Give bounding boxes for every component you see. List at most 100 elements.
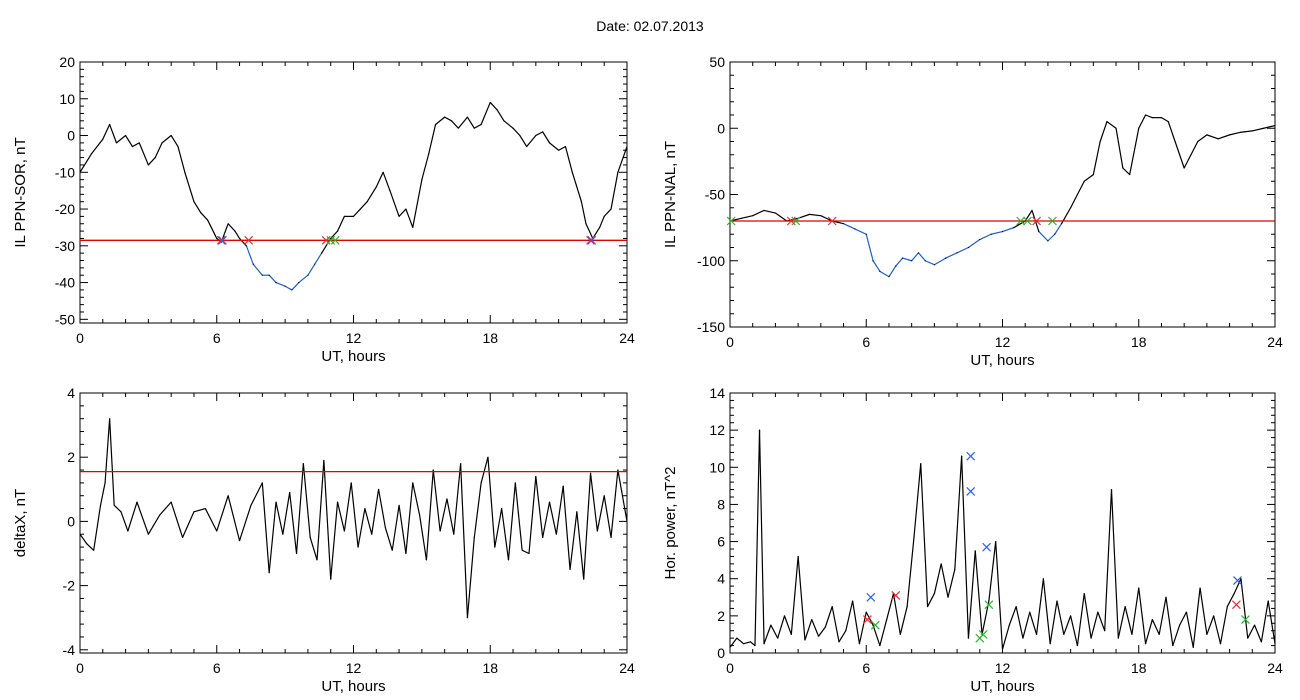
event-marker-red: [827, 216, 837, 226]
y-tick-label: 4: [67, 385, 75, 401]
series-segment: [154, 142, 163, 158]
marker-stroke: [978, 630, 988, 639]
data-point: [1217, 138, 1219, 140]
data-point: [603, 495, 605, 497]
series-segment: [555, 486, 564, 535]
series-segment: [775, 212, 788, 222]
y-tick-label: -30: [55, 238, 75, 254]
x-tick-label: 18: [1131, 334, 1147, 350]
series-segment: [1190, 141, 1199, 156]
series-segment: [1070, 194, 1078, 209]
marker-stroke: [866, 592, 876, 602]
marker-stroke: [982, 542, 992, 552]
series-segment: [783, 615, 792, 635]
data-point: [1274, 643, 1275, 645]
series-segment: [947, 569, 956, 598]
data-point: [743, 643, 745, 645]
data-point: [763, 643, 765, 645]
event-marker-green: [791, 216, 801, 226]
data-point: [1158, 633, 1160, 636]
series-segment: [1083, 593, 1092, 639]
data-point: [450, 120, 453, 122]
data-point: [920, 462, 922, 465]
series-segment: [1038, 231, 1049, 242]
series-segment: [494, 508, 503, 548]
data-point: [603, 215, 605, 217]
series-segment: [1015, 606, 1024, 639]
plot-frame: [729, 392, 1276, 654]
series-segment: [336, 501, 345, 532]
data-point: [1240, 131, 1242, 133]
data-point: [238, 237, 241, 240]
series-segment: [1226, 593, 1235, 607]
data-point: [1104, 630, 1106, 632]
x-axis-label: UT, hours: [321, 678, 385, 695]
x-tick-label: 0: [726, 660, 734, 676]
series-segment: [204, 508, 218, 532]
data-point: [127, 530, 129, 532]
data-point: [487, 456, 489, 458]
series-segment: [382, 172, 391, 191]
series-segment: [147, 157, 156, 166]
data-point: [1213, 615, 1215, 617]
data-point: [439, 530, 441, 532]
series-line: [80, 418, 627, 619]
series-segment: [159, 501, 172, 516]
series-segment: [974, 550, 983, 635]
data-point: [291, 289, 293, 291]
data-point: [412, 226, 414, 229]
data-point: [1090, 637, 1092, 639]
series-segment: [1233, 578, 1242, 594]
data-point: [216, 237, 218, 240]
data-point: [295, 552, 298, 555]
series-segment: [182, 511, 195, 538]
data-point: [1056, 600, 1058, 602]
series-segment: [1206, 615, 1215, 635]
data-point: [131, 145, 134, 148]
data-point: [852, 600, 854, 602]
series-segment: [558, 146, 566, 151]
series-segment: [425, 469, 434, 560]
data-point: [1049, 643, 1051, 645]
data-point: [170, 501, 172, 503]
data-point: [1219, 643, 1222, 645]
data-point: [535, 134, 537, 137]
series-segment: [466, 537, 475, 618]
series-segment: [528, 476, 537, 554]
series-segment: [961, 456, 970, 639]
data-point: [473, 536, 475, 539]
data-point: [457, 127, 459, 129]
x-tick-label: 12: [995, 660, 1011, 676]
series-segment: [234, 230, 241, 239]
x-tick-label: 18: [482, 330, 498, 346]
data-point: [227, 223, 229, 225]
series-segment: [136, 501, 149, 535]
series-segment: [298, 274, 309, 284]
series-segment: [1035, 578, 1044, 635]
data-point: [412, 482, 414, 484]
data-point: [1083, 592, 1085, 595]
data-point: [961, 455, 963, 457]
data-point: [548, 501, 551, 503]
data-point: [906, 605, 908, 608]
series-segment: [872, 624, 881, 646]
data-point: [1144, 114, 1147, 116]
data-point: [359, 208, 361, 210]
series-segment: [474, 123, 482, 129]
series-segment: [610, 172, 619, 210]
data-point: [888, 276, 890, 278]
series-segment: [113, 504, 122, 513]
series-segment: [357, 508, 366, 548]
data-point: [507, 559, 510, 561]
series-segment: [453, 463, 462, 535]
data-point: [480, 482, 482, 484]
event-marker-blue: [966, 451, 976, 461]
data-point: [763, 209, 765, 211]
data-point: [109, 123, 111, 126]
data-point: [872, 260, 874, 262]
series-segment: [596, 495, 605, 532]
data-point: [838, 641, 840, 643]
series-segment: [261, 482, 270, 573]
series-segment: [1197, 134, 1208, 142]
data-point: [1031, 209, 1033, 211]
